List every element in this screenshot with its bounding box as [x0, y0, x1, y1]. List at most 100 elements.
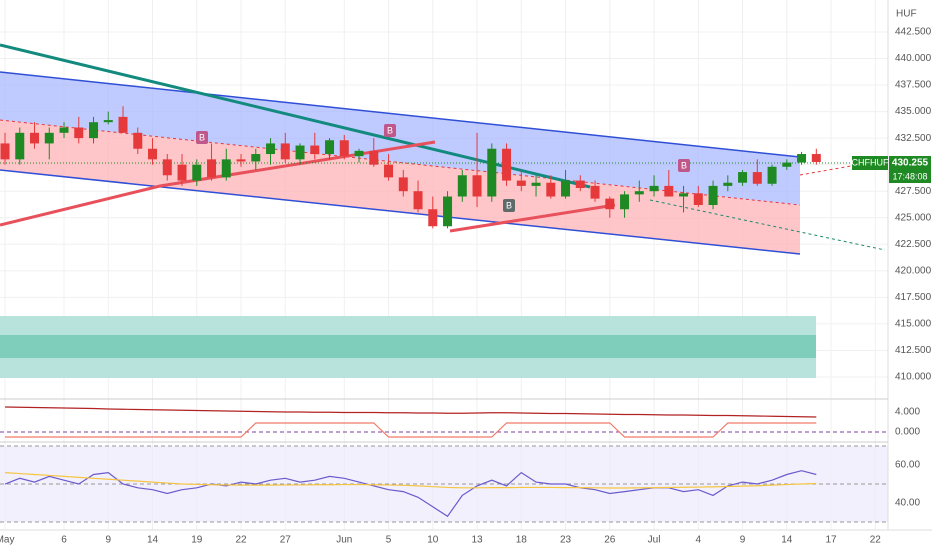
candle-body — [118, 116, 128, 133]
trend-line — [0, 140, 436, 227]
indicator-line — [5, 406, 817, 418]
candle-body — [148, 148, 158, 160]
x-tick-label: 19 — [191, 535, 203, 546]
signal — [196, 131, 208, 144]
candle-body — [723, 182, 733, 186]
candle-body — [738, 172, 748, 183]
price-tag — [889, 156, 931, 170]
y-tick-label: 60.00 — [895, 460, 920, 471]
candle-body — [708, 185, 718, 205]
x-tick-label: 6 — [61, 535, 67, 546]
x-tick-label: 13 — [471, 535, 483, 546]
candle-body — [221, 159, 231, 178]
candle-body — [280, 143, 290, 160]
candle-body — [516, 180, 526, 186]
candle-body — [413, 191, 423, 210]
signal-label: B — [506, 200, 512, 210]
candle-body — [369, 150, 379, 165]
x-tick-label: 9 — [105, 535, 111, 546]
x-tick-label: Jul — [648, 535, 661, 546]
last-price: 430.255 — [892, 158, 929, 169]
y-tick-label: 422.500 — [895, 239, 932, 250]
projection — [799, 159, 886, 176]
candle-body — [266, 143, 276, 155]
countdown-tag — [889, 170, 931, 183]
x-tick-label: 23 — [560, 535, 572, 546]
candle-body — [192, 164, 202, 181]
signal — [503, 199, 515, 212]
y-tick-label: 417.500 — [895, 292, 932, 303]
candle-body — [457, 175, 467, 197]
candle-body — [133, 132, 143, 149]
y-tick-label: 412.500 — [895, 345, 932, 356]
indicator-panes — [0, 406, 888, 523]
candle-body — [103, 120, 113, 123]
candle-body — [811, 154, 821, 162]
candle-body — [487, 148, 497, 197]
candle-body — [15, 132, 25, 160]
y-tick-label: 440.000 — [895, 53, 932, 64]
candle-body — [0, 143, 10, 160]
indicator-line — [4, 470, 817, 518]
y-tick-label: 415.000 — [895, 319, 932, 330]
candle-body — [310, 145, 320, 155]
x-tick-label: 27 — [280, 535, 292, 546]
candle-body — [472, 175, 482, 197]
y-tick-label: 420.000 — [895, 265, 932, 276]
candle-body — [443, 196, 453, 227]
countdown: 17:48:08 — [892, 171, 927, 181]
x-tick-label: 5 — [386, 535, 392, 546]
x-tick-label: 4 — [696, 535, 702, 546]
candle-body — [428, 209, 438, 227]
x-tick-label: 18 — [516, 535, 528, 546]
candle-body — [605, 198, 615, 210]
candle-body — [354, 150, 364, 157]
y-tick-label: 4.000 — [895, 407, 920, 418]
candle-body — [649, 185, 659, 192]
candle-body — [531, 182, 541, 186]
candle-body — [162, 159, 172, 176]
candle-body — [207, 159, 217, 178]
x-tick-label: 9 — [740, 535, 746, 546]
y-tick-label: 427.500 — [895, 186, 932, 197]
x-tick-label: May — [0, 535, 14, 546]
signal-label: B — [681, 160, 687, 170]
candle-body — [679, 193, 689, 197]
candle-body — [575, 180, 585, 189]
y-tick-label: 410.000 — [895, 372, 932, 383]
drawings — [0, 43, 888, 378]
candle-body — [236, 159, 246, 162]
candle-body — [561, 180, 571, 197]
signal — [384, 124, 396, 137]
candle-body — [295, 145, 305, 160]
candle-body — [502, 148, 512, 181]
x-tick-label: 26 — [604, 535, 616, 546]
x-tick-label: 22 — [870, 535, 882, 546]
channel-upper — [0, 72, 800, 205]
candle-body — [89, 122, 99, 139]
signal-label: B — [387, 125, 393, 135]
trend-line — [449, 203, 616, 233]
signal — [678, 159, 690, 172]
y-tick-label: 425.000 — [895, 212, 932, 223]
channel-bottom — [0, 169, 801, 255]
candle-body — [797, 154, 807, 163]
candle-body — [546, 182, 556, 197]
y-tick-label: 432.500 — [895, 133, 932, 144]
y-tick-label: 40.00 — [895, 498, 920, 509]
x-tick-label: Jun — [336, 535, 352, 546]
y-tick-label: 435.000 — [895, 106, 932, 117]
indicator-line — [5, 422, 817, 438]
candle-body — [634, 191, 644, 195]
candle-body — [325, 140, 335, 155]
y-tick-label: 442.500 — [895, 27, 932, 38]
candle-body — [59, 127, 69, 133]
candle-body — [767, 166, 777, 184]
signal-label: B — [199, 132, 205, 142]
candle-body — [251, 154, 261, 162]
candle-body — [74, 127, 84, 139]
indicator-line — [4, 472, 817, 489]
x-tick-label: 22 — [235, 535, 247, 546]
candle-body — [620, 194, 630, 210]
